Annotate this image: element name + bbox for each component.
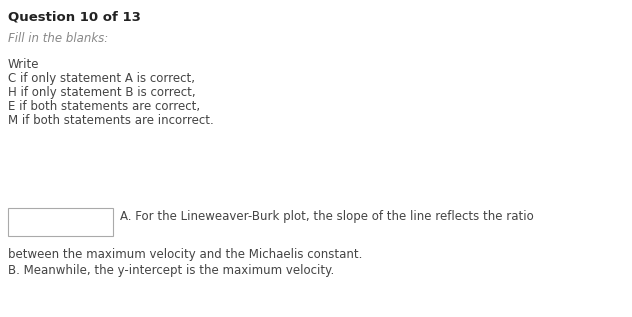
Text: B. Meanwhile, the y-intercept is the maximum velocity.: B. Meanwhile, the y-intercept is the max…	[8, 264, 334, 277]
Text: H if only statement B is correct,: H if only statement B is correct,	[8, 86, 196, 99]
Text: between the maximum velocity and the Michaelis constant.: between the maximum velocity and the Mic…	[8, 248, 362, 261]
Text: Question 10 of 13: Question 10 of 13	[8, 10, 141, 23]
Text: Write: Write	[8, 58, 39, 71]
FancyBboxPatch shape	[8, 208, 113, 236]
Text: C if only statement A is correct,: C if only statement A is correct,	[8, 72, 195, 85]
Text: Fill in the blanks:: Fill in the blanks:	[8, 32, 108, 45]
Text: E if both statements are correct,: E if both statements are correct,	[8, 100, 200, 113]
Text: M if both statements are incorrect.: M if both statements are incorrect.	[8, 114, 214, 127]
Text: A. For the Lineweaver-Burk plot, the slope of the line reflects the ratio: A. For the Lineweaver-Burk plot, the slo…	[120, 210, 534, 223]
